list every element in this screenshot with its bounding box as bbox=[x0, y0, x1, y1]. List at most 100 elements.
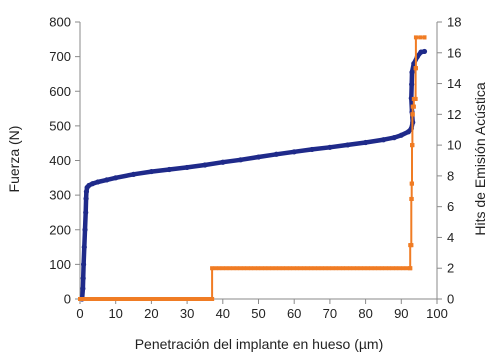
y-right-tick-label: 18 bbox=[447, 15, 461, 30]
force-data-point bbox=[184, 164, 190, 171]
acoustic-emission-data-point bbox=[234, 266, 239, 271]
acoustic-emission-data-point bbox=[124, 297, 129, 301]
y-left-tick-label: 200 bbox=[49, 222, 71, 237]
acoustic-emission-data-point bbox=[220, 266, 225, 271]
acoustic-emission-data-point bbox=[305, 266, 310, 271]
acoustic-emission-data-point bbox=[358, 266, 363, 271]
acoustic-emission-data-point bbox=[145, 297, 150, 301]
force-data-point bbox=[220, 159, 226, 165]
acoustic-emission-data-point bbox=[95, 297, 100, 301]
y-left-tick-label: 400 bbox=[49, 153, 71, 168]
acoustic-emission-data-point bbox=[188, 297, 193, 301]
acoustic-emission-data-point bbox=[210, 297, 215, 301]
acoustic-emission-data-point bbox=[117, 297, 122, 301]
force-data-point bbox=[81, 244, 87, 250]
acoustic-emission-data-point bbox=[390, 266, 395, 271]
acoustic-emission-data-point bbox=[344, 266, 349, 271]
acoustic-emission-data-point bbox=[287, 266, 292, 271]
acoustic-emission-data-point bbox=[174, 297, 179, 301]
force-data-point bbox=[345, 142, 351, 148]
acoustic-emission-data-point bbox=[309, 266, 314, 271]
acoustic-emission-data-point bbox=[323, 266, 328, 271]
acoustic-emission-data-point bbox=[213, 266, 218, 271]
acoustic-emission-data-point bbox=[135, 297, 140, 301]
acoustic-emission-data-point bbox=[120, 297, 125, 301]
x-tick-label: 70 bbox=[323, 306, 337, 321]
y-right-axis-title: Hits de Emisión Acústica bbox=[472, 82, 488, 235]
acoustic-emission-data-point bbox=[355, 266, 360, 271]
x-axis-title: Penetración del implante en hueso (µm) bbox=[135, 336, 384, 352]
y-left-tick-label: 100 bbox=[49, 257, 71, 272]
acoustic-emission-line bbox=[80, 36, 425, 300]
force-data-point bbox=[291, 149, 297, 155]
acoustic-emission-data-point bbox=[102, 297, 107, 301]
acoustic-emission-data-point bbox=[88, 297, 93, 301]
acoustic-emission-data-point bbox=[110, 297, 115, 301]
acoustic-emission-data-point bbox=[409, 243, 414, 248]
acoustic-emission-data-point bbox=[351, 266, 356, 271]
force-data-point bbox=[202, 162, 208, 168]
force-data-point bbox=[238, 157, 244, 163]
force-data-point bbox=[80, 261, 87, 267]
y-right-tick-label: 2 bbox=[447, 261, 454, 276]
acoustic-emission-data-point bbox=[383, 266, 388, 271]
acoustic-emission-data-point bbox=[263, 266, 268, 271]
acoustic-emission-data-point bbox=[312, 266, 317, 271]
acoustic-emission-data-point bbox=[92, 297, 97, 301]
acoustic-emission-data-point bbox=[78, 297, 82, 301]
chart-series-layer bbox=[78, 35, 428, 302]
x-tick-label: 40 bbox=[216, 306, 230, 321]
acoustic-emission-data-point bbox=[410, 112, 415, 117]
acoustic-emission-data-point bbox=[418, 35, 423, 40]
y-right-tick-label: 10 bbox=[447, 138, 461, 153]
y-right-tick-label: 14 bbox=[447, 76, 461, 91]
force-data-point bbox=[327, 144, 333, 150]
acoustic-emission-data-point bbox=[376, 266, 381, 271]
acoustic-emission-data-point bbox=[249, 266, 254, 271]
acoustic-emission-data-point bbox=[256, 266, 261, 271]
acoustic-emission-data-point bbox=[259, 266, 264, 271]
force-data-point bbox=[309, 146, 315, 153]
force-data-point bbox=[80, 286, 86, 292]
acoustic-emission-data-point bbox=[177, 297, 182, 301]
acoustic-emission-data-point bbox=[181, 297, 186, 301]
acoustic-emission-data-point bbox=[245, 266, 250, 271]
acoustic-emission-data-point bbox=[410, 181, 415, 186]
acoustic-emission-data-point bbox=[319, 266, 324, 271]
y-left-tick-label: 600 bbox=[49, 84, 71, 99]
acoustic-emission-data-point bbox=[131, 297, 136, 301]
acoustic-emission-data-point bbox=[81, 297, 86, 301]
acoustic-emission-data-point bbox=[295, 266, 300, 271]
acoustic-emission-data-point bbox=[413, 96, 418, 101]
force-data-point bbox=[104, 177, 110, 183]
acoustic-emission-data-point bbox=[337, 266, 342, 271]
acoustic-emission-data-point bbox=[401, 266, 406, 271]
force-data-point bbox=[83, 195, 89, 202]
acoustic-emission-data-point bbox=[85, 297, 90, 301]
force-data-point bbox=[409, 69, 415, 75]
acoustic-emission-data-point bbox=[224, 266, 229, 271]
acoustic-emission-data-point bbox=[227, 266, 232, 271]
acoustic-emission-data-point bbox=[394, 266, 399, 271]
acoustic-emission-data-point bbox=[273, 266, 278, 271]
acoustic-emission-data-point bbox=[409, 196, 414, 201]
acoustic-emission-data-point bbox=[156, 297, 161, 301]
force-data-point bbox=[398, 132, 404, 138]
force-series bbox=[79, 48, 428, 302]
x-tick-label: 0 bbox=[76, 306, 83, 321]
acoustic-emission-data-point bbox=[369, 266, 374, 271]
acoustic-emission-data-point bbox=[411, 104, 416, 109]
y-right-tick-label: 4 bbox=[447, 230, 454, 245]
acoustic-emission-data-point bbox=[138, 297, 143, 301]
y-left-axis-title: Fuerza (N) bbox=[6, 126, 22, 193]
acoustic-emission-data-point bbox=[106, 297, 111, 301]
force-data-point bbox=[148, 168, 154, 175]
acoustic-emission-data-point bbox=[372, 266, 377, 271]
force-data-point bbox=[391, 135, 397, 141]
acoustic-emission-data-point bbox=[163, 297, 168, 301]
acoustic-emission-series bbox=[78, 35, 427, 301]
force-data-point bbox=[130, 171, 137, 177]
acoustic-emission-data-point bbox=[167, 297, 172, 301]
acoustic-emission-data-point bbox=[277, 266, 282, 271]
